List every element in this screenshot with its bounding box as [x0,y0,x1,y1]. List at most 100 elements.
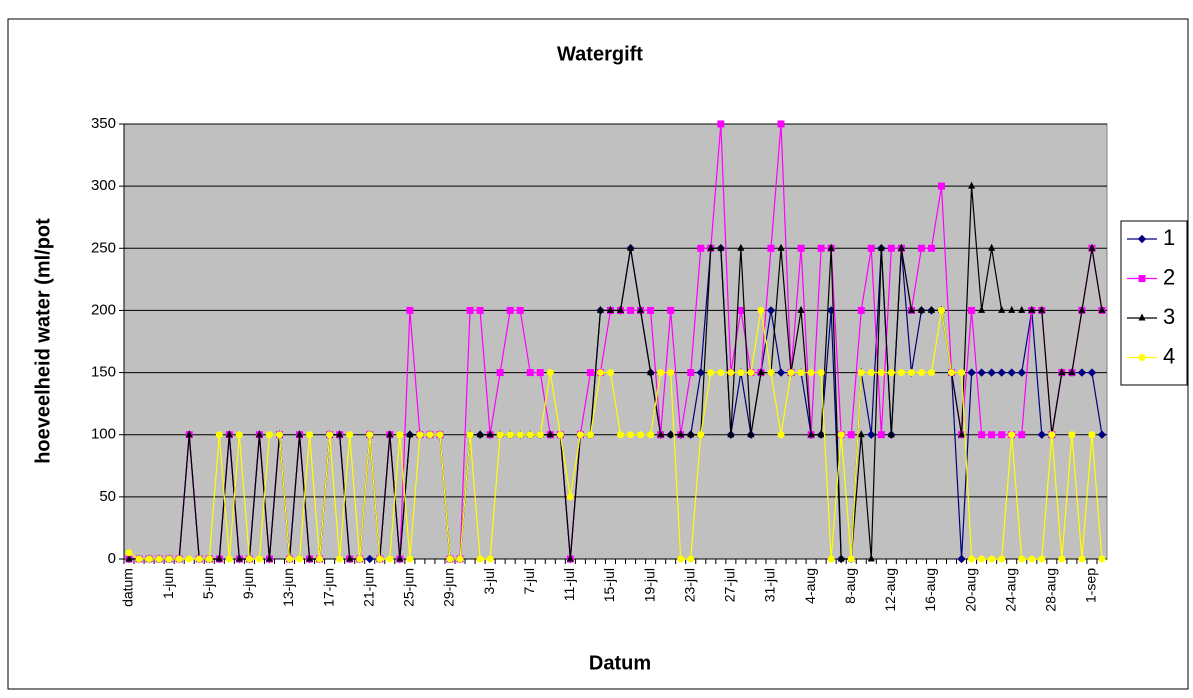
series [125,306,1106,563]
marker [917,305,925,313]
marker [546,369,554,377]
x-tick-label: 25-jun [401,568,417,607]
marker [807,430,815,438]
marker [617,305,625,313]
marker [145,555,153,563]
marker [1028,305,1036,313]
marker [586,369,594,377]
marker [576,431,584,439]
marker [275,431,283,439]
x-tick-label: 12-aug [882,568,898,612]
marker [717,120,725,128]
marker [316,555,324,563]
marker [927,305,935,313]
marker [1018,555,1026,563]
marker [937,182,945,190]
y-tick-label: 50 [99,488,116,505]
marker [215,431,223,439]
y-axis-title: hoeveelheid water (ml/pot [32,218,54,464]
marker [396,554,404,562]
marker [235,554,243,562]
marker [1008,305,1016,313]
marker [296,555,304,563]
marker [957,554,966,564]
plot-area [123,123,1108,560]
marker [566,554,574,562]
marker [346,554,354,562]
marker [1087,368,1097,377]
marker [987,368,996,377]
marker [827,243,835,251]
marker [446,555,454,563]
marker [707,369,715,377]
marker [857,306,865,314]
marker [1028,555,1036,563]
marker [476,430,484,438]
marker [927,244,935,252]
marker [787,369,795,377]
marker [937,306,945,314]
marker [767,369,775,377]
marker [998,555,1006,563]
x-tick-label: 31-jul [762,568,778,602]
marker [175,555,183,563]
marker [837,431,845,439]
marker [1018,431,1026,439]
marker [215,554,223,562]
marker [606,369,614,377]
marker [406,430,414,438]
marker [847,555,855,563]
x-axis-title: Datum [589,652,651,674]
marker [707,243,715,251]
marker [556,431,564,439]
x-tick-label: 17-jun [320,568,336,607]
marker [627,306,635,314]
marker [1038,555,1046,563]
marker [988,555,996,563]
x-tick-label: 4-aug [802,568,818,604]
marker [727,369,735,377]
marker [306,431,314,439]
marker [617,431,625,439]
marker [747,430,755,438]
marker [797,369,805,377]
marker [336,430,344,438]
marker [386,555,394,563]
marker [596,369,604,377]
marker [1048,431,1056,439]
x-tick-label: datum [120,568,136,607]
marker [887,244,895,252]
marker [426,431,434,439]
legend-label: 4 [1163,343,1175,368]
marker [125,554,133,562]
marker [667,430,675,438]
x-tick-label: 1-sep [1083,568,1099,603]
marker [125,549,133,557]
marker [496,431,504,439]
marker [697,244,705,252]
chart-title: Watergift [557,43,643,65]
marker [657,369,665,377]
marker [235,431,243,439]
marker [917,244,925,252]
marker [1078,555,1086,563]
marker [516,431,524,439]
marker [516,306,524,314]
y-tick-label: 300 [91,177,116,194]
marker [647,368,655,376]
marker [286,555,294,563]
marker [717,369,725,377]
marker [817,430,825,438]
x-tick-label: 9-jun [240,568,256,599]
x-tick-label: 13-jun [280,568,296,607]
marker [1088,431,1096,439]
marker [797,244,805,252]
marker [225,555,233,563]
marker [807,369,815,377]
marker [978,305,986,313]
marker [336,555,344,563]
marker [867,430,876,439]
y-tick-label: 100 [91,426,116,443]
marker [436,431,444,439]
